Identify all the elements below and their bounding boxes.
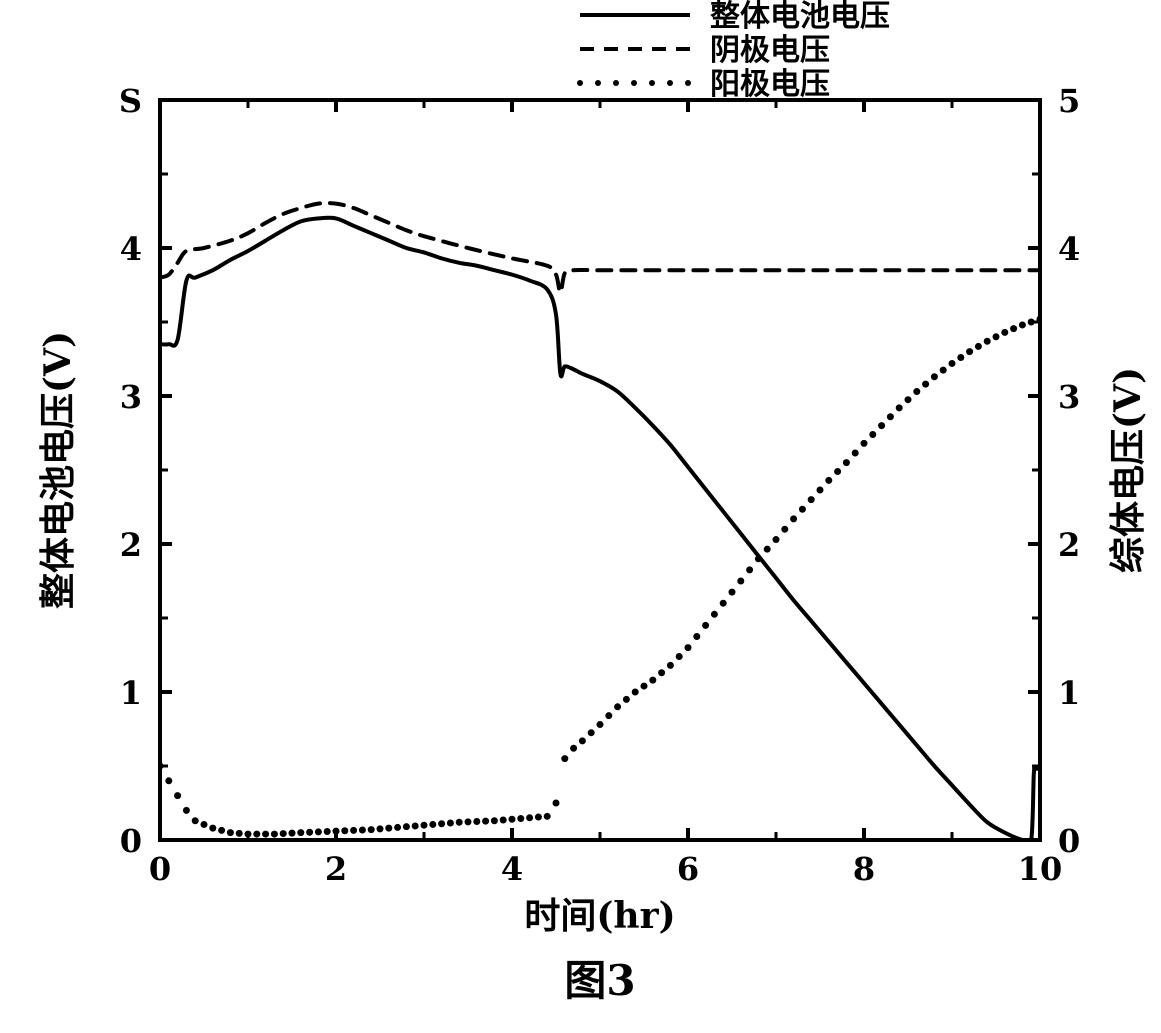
svg-text:S: S (119, 82, 142, 120)
svg-text:4: 4 (501, 850, 523, 888)
svg-text:8: 8 (853, 850, 875, 888)
svg-text:10: 10 (1018, 850, 1063, 888)
legend-item: 整体电池电压 (710, 0, 890, 34)
y-axis-label-right: 综体电压(V) (1107, 367, 1149, 573)
svg-text:1: 1 (1058, 674, 1080, 712)
svg-text:6: 6 (677, 850, 699, 888)
voltage-time-chart: 整体电池电压阴极电压阳极电压 024681001234S012345 时间(hr… (0, 0, 1161, 1033)
figure-caption: 图3 (564, 956, 635, 1005)
svg-text:3: 3 (120, 378, 142, 416)
chart-axis-labels: 时间(hr) 整体电池电压(V) 综体电压(V) (37, 331, 1149, 937)
svg-text:1: 1 (120, 674, 142, 712)
svg-text:0: 0 (120, 822, 142, 860)
legend-item: 阴极电压 (710, 33, 830, 68)
chart-legend: 整体电池电压阴极电压阳极电压 (577, 0, 890, 102)
svg-text:2: 2 (1058, 526, 1080, 564)
svg-text:4: 4 (120, 230, 142, 268)
y-axis-label-left: 整体电池电压(V) (37, 331, 79, 609)
svg-text:2: 2 (120, 526, 142, 564)
svg-text:2: 2 (325, 850, 347, 888)
chart-series (157, 203, 1044, 845)
svg-text:0: 0 (1058, 822, 1080, 860)
series-overall_cell_voltage (160, 218, 1040, 845)
legend-item: 阳极电压 (710, 67, 830, 102)
svg-text:3: 3 (1058, 378, 1080, 416)
svg-text:4: 4 (1058, 230, 1080, 268)
series-cathode_voltage (160, 203, 1040, 292)
series-anode_voltage (157, 316, 1044, 838)
x-axis-label: 时间(hr) (524, 895, 675, 937)
svg-text:0: 0 (149, 850, 171, 888)
svg-text:5: 5 (1058, 82, 1080, 120)
